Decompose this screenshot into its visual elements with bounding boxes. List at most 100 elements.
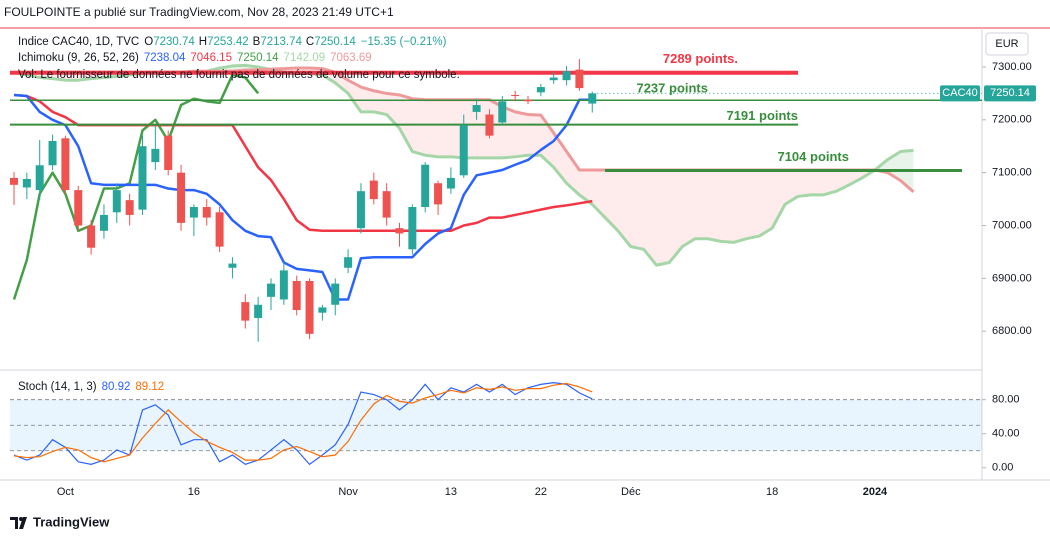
cloud-segment <box>733 170 747 243</box>
indicator: Ichimoku (9, 26, 52, 26) <box>18 52 139 64</box>
x-tick-label: Déc <box>621 486 641 498</box>
candle-body <box>241 302 250 321</box>
ichimoku-legend: Ichimoku (9, 26, 52, 26) 7238.04 7046.15… <box>18 52 372 64</box>
candle-body <box>202 207 211 218</box>
y-tick-label: 0.00 <box>992 462 1013 474</box>
cloud-segment <box>682 170 696 247</box>
candle-body <box>408 207 417 250</box>
ohlc: O7230.74 H7253.42 B7213.74 C7250.14 <box>144 36 356 48</box>
ohlc-prefix: O <box>144 36 154 48</box>
ohlc-prefix: H <box>198 36 208 48</box>
candle-body <box>292 280 301 311</box>
cloud-segment <box>360 87 374 112</box>
cloud-segment <box>476 99 490 158</box>
cloud-segment <box>373 90 387 115</box>
candle-body <box>267 283 275 297</box>
currency-box[interactable] <box>985 32 1029 56</box>
cloud-segment <box>669 170 683 263</box>
price-label-box <box>940 85 980 102</box>
volume-note: Vol: Le fournisseur de données ne fourni… <box>18 69 460 81</box>
y-tick-label: 6800.00 <box>992 325 1032 337</box>
change: −15.35 (−0.21%) <box>360 36 447 48</box>
candle-body <box>331 283 340 305</box>
candle-body <box>395 228 404 234</box>
price-value: 7250.14 <box>990 87 1030 99</box>
y-tick-label: 40.00 <box>992 428 1020 440</box>
candle-body <box>74 190 83 226</box>
candle-body <box>434 183 443 205</box>
ohlc-value: 7250.14 <box>314 36 356 48</box>
candle-body <box>562 71 571 81</box>
candle-body <box>99 214 108 231</box>
cloud-segment <box>425 99 439 157</box>
publisher: FOULPOINTE a publié sur TradingView.com,… <box>4 5 394 19</box>
candle-body <box>536 87 545 93</box>
candle-body <box>177 172 186 223</box>
cloud-segment <box>630 170 644 250</box>
cloud-segment <box>746 170 760 239</box>
cloud-segment <box>849 170 863 185</box>
ohlc-prefix: B <box>252 36 261 48</box>
lagging-span <box>12 73 260 300</box>
level-label: 7289 points. <box>663 51 738 66</box>
candle-body <box>279 270 288 300</box>
indicator-value: 7063.69 <box>330 52 372 64</box>
cloud-segment <box>797 170 811 197</box>
candle-body <box>305 280 314 334</box>
cloud-segment <box>399 94 413 152</box>
y-tick-label: 6900.00 <box>992 272 1032 284</box>
x-tick-label: 13 <box>445 486 457 498</box>
y-tick-label: 7300.00 <box>992 61 1032 73</box>
volume-legend: Vol: Le fournisseur de données ne fourni… <box>18 69 460 81</box>
stoch-value: 80.92 <box>101 381 131 393</box>
ohlc-value: 7253.42 <box>207 36 249 48</box>
candle-body <box>112 190 121 213</box>
stoch-line <box>13 382 593 463</box>
cloud-segment <box>823 170 837 195</box>
candle-body <box>575 69 584 89</box>
stoch-value: 89.12 <box>135 381 165 393</box>
candle-body <box>215 212 224 247</box>
indicator-value: 7046.15 <box>190 52 232 64</box>
symbol: Indice CAC40, 1D, TVC <box>18 36 140 48</box>
cloud-segment <box>348 80 361 112</box>
candle-body <box>10 177 18 185</box>
candle-body <box>485 114 494 136</box>
cloud-segment <box>720 170 734 243</box>
candle-body <box>524 99 532 102</box>
price-label: CAC40 <box>942 87 977 99</box>
cloud-segment <box>785 170 798 205</box>
ohlc-value: 7230.74 <box>153 36 195 48</box>
cloud-segment <box>810 170 824 195</box>
cloud-segment <box>412 98 426 156</box>
candle-body <box>344 257 353 268</box>
indicator-value: 7238.04 <box>143 52 186 64</box>
x-tick-label: Nov <box>338 486 358 498</box>
candle-body <box>189 207 198 218</box>
cloud-segment <box>605 170 618 231</box>
cloud-segment <box>335 72 349 94</box>
candle-body <box>382 191 391 218</box>
y-tick-label: 7100.00 <box>992 167 1032 179</box>
ohlc-prefix: C <box>305 36 315 48</box>
candle-body <box>87 225 96 248</box>
candle-body <box>151 148 160 163</box>
x-tick-label: 18 <box>766 486 778 498</box>
candle-body <box>125 200 134 215</box>
candle-body <box>61 138 70 191</box>
cloud-segment <box>772 170 785 229</box>
currency: EUR <box>995 38 1018 50</box>
x-tick-label: 2024 <box>863 486 888 498</box>
stoch-legend: Stoch (14, 1, 3) 80.92 89.12 <box>18 381 164 393</box>
cloud-segment <box>759 170 773 237</box>
candle-body <box>22 179 31 188</box>
candle-body <box>356 191 365 229</box>
cloud-segment <box>617 170 631 247</box>
y-tick-label: 80.00 <box>992 394 1020 406</box>
price-value-box <box>984 85 1036 102</box>
level-label: 7104 points <box>777 149 849 164</box>
candle-body <box>228 263 237 268</box>
level-label: 7237 points <box>636 81 708 96</box>
